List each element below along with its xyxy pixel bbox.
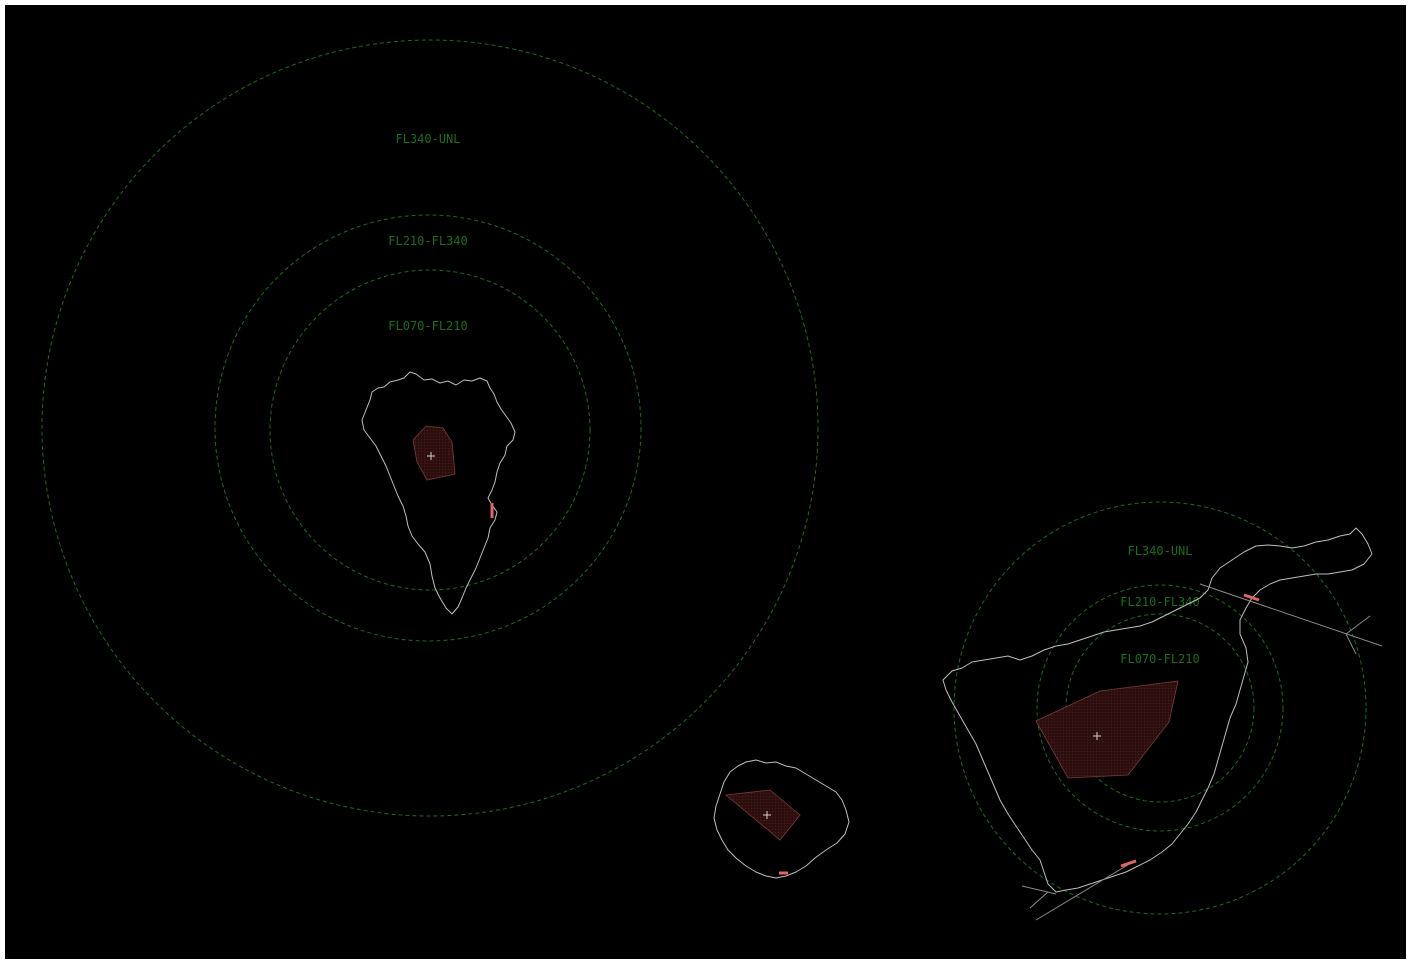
tenerife-north-runway [1243,593,1260,602]
la-gomera-airspace [713,759,850,879]
tenerife-restricted-area [1035,680,1179,779]
tenerife-north-approach-fix [1345,615,1371,635]
la-palma-restricted-area [412,425,456,481]
ring-fl210-fl340 [1036,584,1284,832]
map-canvas[interactable]: FL340-UNL FL210-FL340 FL070-FL210 FL340-… [5,5,1406,959]
ring-fl340-unl [41,39,819,817]
radar-map[interactable]: FL340-UNL FL210-FL340 FL070-FL210 FL340-… [5,5,1406,959]
la-gomera-airport-marker [763,811,771,819]
la-palma-coastline [361,371,516,615]
tenerife-south-approach-fix [1029,891,1049,909]
tenerife-south-airport-marker [1093,732,1101,740]
tenerife-north-approach-fix [1345,633,1357,655]
tenerife-south-runway [1120,859,1137,868]
tenerife-north-approach-line [1199,583,1383,647]
tenerife-coastline [942,527,1373,893]
ring-label-fl340-unl: FL340-UNL [1127,544,1192,558]
ring-label-fl210-fl340: FL210-FL340 [1120,595,1199,609]
la-gomera-coastline [713,759,850,879]
ring-fl210-fl340 [214,214,642,642]
ring-label-fl070-fl210: FL070-FL210 [1120,652,1199,666]
ring-fl070-fl210 [269,269,591,591]
tenerife-south-approach-line [1035,859,1137,921]
ring-fl340-unl [953,501,1367,915]
la-palma-airspace: FL340-UNL FL210-FL340 FL070-FL210 [41,39,819,817]
la-palma-airport-marker [427,452,435,460]
ring-label-fl340-unl: FL340-UNL [395,132,460,146]
ring-label-fl210-fl340: FL210-FL340 [388,234,467,248]
ring-label-fl070-fl210: FL070-FL210 [388,319,467,333]
tenerife-south-approach-fix [1021,885,1057,895]
tenerife-airspace: FL340-UNL FL210-FL340 FL070-FL210 [942,501,1383,921]
